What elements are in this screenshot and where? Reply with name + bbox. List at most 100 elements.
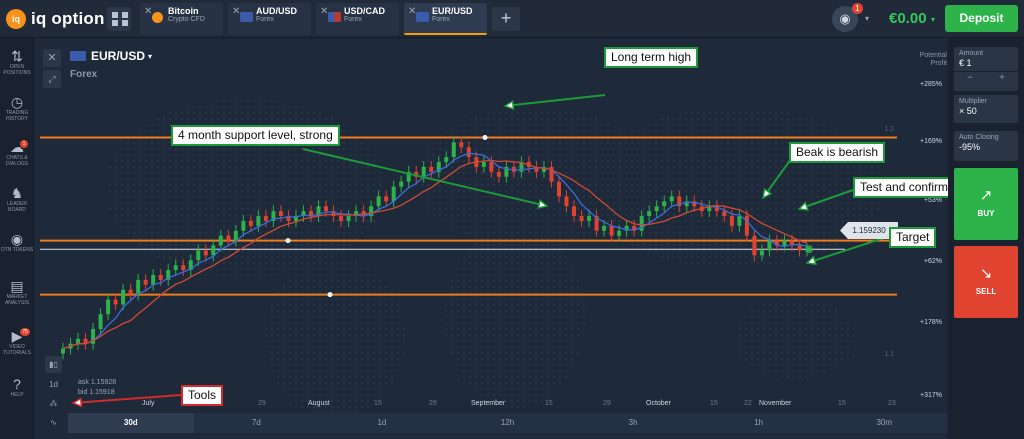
chevron-down-icon[interactable]: ▾ <box>865 14 870 23</box>
x-axis-label: August <box>308 400 330 407</box>
sidebar-item-open-positions[interactable]: ⇅ OPEN POSITIONS <box>0 48 34 76</box>
tab-bitcoin[interactable]: ✕ Bitcoin Crypto CFD <box>140 3 223 35</box>
timeframe-30d[interactable]: 30d <box>68 413 194 433</box>
close-icon[interactable]: ✕ <box>144 6 153 17</box>
candle <box>519 162 524 172</box>
sidebar-item-market-analysis[interactable]: ▤ MARKET ANALYSIS <box>0 278 34 306</box>
tools-icon[interactable]: ⁂ <box>49 399 58 408</box>
tab-subtitle: Forex <box>344 16 362 23</box>
timeframe-3h[interactable]: 3h <box>628 418 638 427</box>
candle <box>256 216 261 226</box>
candle <box>707 206 712 212</box>
candle <box>632 225 637 231</box>
chevron-down-icon[interactable]: ▾ <box>931 15 936 24</box>
current-price-marker <box>805 245 813 254</box>
logo[interactable]: iq iq option <box>6 8 105 30</box>
buy-button[interactable]: ↗ BUY <box>954 168 1018 240</box>
axis-label: +62% <box>923 258 942 265</box>
amount-label: Amount <box>959 50 984 57</box>
timeframe-12h[interactable]: 12h <box>500 418 515 427</box>
timeframe-bar: 30d 7d 1d 12h 3h 1h 30m <box>68 413 947 433</box>
timeframe-7d[interactable]: 7d <box>251 418 261 427</box>
candle <box>136 279 141 295</box>
tab-usd-cad[interactable]: ✕ USD/CAD Forex <box>316 3 399 35</box>
candle <box>557 181 561 197</box>
tab-subtitle: Crypto CFD <box>168 16 205 23</box>
candle <box>444 157 449 163</box>
grid-menu-button[interactable] <box>107 7 131 31</box>
candle <box>293 216 298 221</box>
close-icon[interactable]: ✕ <box>320 6 329 17</box>
sidebar-item-video-tutorials[interactable]: ▶ VIDEO TUTORIALS <box>0 328 34 356</box>
candle <box>384 196 389 202</box>
deposit-button[interactable]: Deposit <box>945 5 1018 32</box>
candle <box>496 171 501 177</box>
tab-eur-usd[interactable]: ✕ EUR/USD Forex <box>404 3 487 35</box>
close-icon[interactable]: ✕ <box>232 6 241 17</box>
sidebar-item-label: TRADING HISTORY <box>5 110 29 122</box>
multiplier-field[interactable]: Multiplier × 50 <box>954 95 1018 123</box>
token-icon: ◉ <box>10 231 24 247</box>
chart-type-icon[interactable]: ▮▯ <box>45 356 62 373</box>
sidebar-item-trading-history[interactable]: ◷ TRADING HISTORY <box>0 94 34 122</box>
candle <box>564 196 569 207</box>
indicators-icon[interactable]: ∿ <box>50 418 57 427</box>
candle <box>248 220 253 226</box>
x-axis-label: 29 <box>603 400 611 407</box>
asset-selector[interactable]: EUR/USD ▾ <box>70 49 152 63</box>
candle <box>466 147 471 158</box>
candle <box>98 314 103 329</box>
flag-eur-usd-icon <box>416 12 429 22</box>
sidebar-item-leaderboard[interactable]: ♞ LEADER BOARD <box>0 185 34 213</box>
amount-field[interactable]: Amount € 1 − + <box>954 47 1018 91</box>
x-axis-label: 22 <box>744 400 752 407</box>
multiplier-value[interactable]: × 50 <box>959 106 977 116</box>
level-anchor-point <box>482 134 488 140</box>
candle <box>714 206 719 212</box>
axis-label: +169% <box>920 138 942 145</box>
arrows-icon: ⇅ <box>11 48 23 64</box>
candle <box>609 225 614 236</box>
sidebar-item-otn-tokens[interactable]: ◉ OTN TOKENS <box>0 231 34 253</box>
x-axis-label: 23 <box>888 400 896 407</box>
candle <box>654 206 659 212</box>
candle <box>316 206 321 217</box>
candle <box>309 211 313 217</box>
newspaper-icon: ▤ <box>10 278 24 294</box>
candle <box>91 328 96 344</box>
price-chart[interactable] <box>35 38 947 439</box>
x-axis-label: 15 <box>374 400 382 407</box>
candle <box>106 299 111 315</box>
candle-period-button[interactable]: 1d <box>49 380 58 389</box>
candle <box>459 142 464 148</box>
annotation-test-confirms: Test and confirms <box>853 177 962 198</box>
expand-icon[interactable]: ⤢ <box>43 70 61 88</box>
timeframe-1d[interactable]: 1d <box>377 418 387 427</box>
sidebar-item-chats[interactable]: ☁ CHATS & DIALOGS <box>0 139 34 167</box>
x-axis-label: November <box>759 400 792 407</box>
sidebar-item-help[interactable]: ? HELP <box>0 376 34 398</box>
tab-aud-usd[interactable]: ✕ AUD/USD Forex <box>228 3 311 35</box>
balance-value[interactable]: €0.00 <box>889 10 927 27</box>
current-price-tag: 1.159230 <box>840 222 898 239</box>
close-icon[interactable]: ✕ <box>408 6 417 17</box>
candle <box>211 245 216 256</box>
plus-button[interactable]: + <box>999 72 1005 82</box>
minus-button[interactable]: − <box>967 72 973 82</box>
scale-marker: 1.1 <box>884 351 894 358</box>
left-sidebar: ⇅ OPEN POSITIONS ◷ TRADING HISTORY ☁ CHA… <box>0 38 34 439</box>
arrow-long-term-high-head <box>503 99 515 111</box>
candle <box>504 166 509 177</box>
add-tab-button[interactable]: + <box>492 7 520 31</box>
sell-button[interactable]: ↘ SELL <box>954 246 1018 318</box>
auto-closing-field[interactable]: Auto Closing -95% <box>954 131 1018 161</box>
close-chart-button[interactable]: ✕ <box>43 49 61 67</box>
candle <box>188 260 193 271</box>
timeframe-1h[interactable]: 1h <box>754 418 764 427</box>
timeframe-30m[interactable]: 30m <box>876 418 893 427</box>
auto-closing-value[interactable]: -95% <box>959 142 981 152</box>
amount-value[interactable]: € 1 <box>959 58 972 68</box>
chart-area[interactable] <box>35 38 947 439</box>
candle <box>489 162 494 172</box>
candle <box>278 211 283 217</box>
